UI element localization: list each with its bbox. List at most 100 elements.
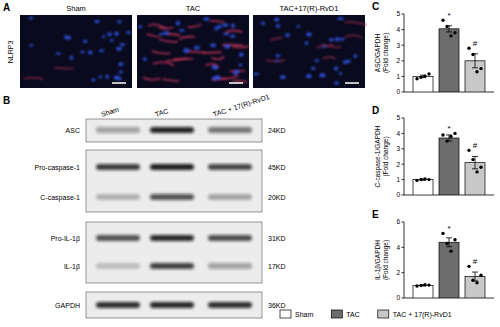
data-point [467, 47, 470, 50]
panel-label: D [372, 105, 379, 116]
nucleus [319, 73, 325, 77]
micrograph [137, 15, 249, 88]
data-point [471, 53, 474, 56]
nucleus [117, 20, 121, 23]
data-point [423, 74, 426, 77]
error-bar [446, 26, 452, 32]
nucleus [212, 66, 217, 69]
marks [413, 132, 485, 195]
nucleus [183, 48, 189, 53]
data-point [479, 67, 482, 70]
nucleus [88, 51, 93, 55]
blot-band [150, 302, 194, 308]
nucleus [110, 39, 114, 42]
data-point [445, 139, 448, 142]
y-tick-label: 2 [396, 57, 400, 64]
nucleus [102, 35, 105, 38]
nucleus [276, 54, 281, 57]
nucleus [306, 32, 311, 36]
nucleus [118, 62, 123, 66]
y-tick-label: 5 [396, 114, 400, 121]
data-point [427, 283, 430, 286]
nucleus [306, 74, 312, 78]
y-axis [404, 222, 405, 298]
stain-streak [159, 27, 173, 30]
nucleus [99, 75, 102, 78]
marks [413, 19, 485, 92]
bar [413, 76, 433, 92]
significance: # [473, 39, 478, 48]
data-point [471, 158, 474, 161]
image-bg [137, 15, 249, 88]
data-point [427, 178, 430, 181]
blot-band [96, 302, 140, 308]
nucleus [223, 33, 229, 36]
data-point [427, 72, 430, 75]
blot-band [150, 127, 194, 133]
y-tick [402, 164, 405, 165]
blot-band [208, 194, 252, 200]
y-axis-label: C-caspase-1/GAPDH [374, 125, 382, 187]
nucleus [126, 31, 131, 34]
stain-streak [163, 79, 179, 81]
nucleus [296, 25, 300, 28]
stain-streak [225, 31, 242, 33]
nucleus [80, 51, 85, 54]
y-tick-label: 6 [396, 218, 400, 225]
nucleus [29, 44, 33, 47]
data-point [423, 283, 426, 286]
significance: # [473, 257, 478, 266]
stain-streak [159, 39, 177, 42]
y-tick-label: 4 [396, 26, 400, 33]
marks [413, 232, 485, 298]
micrograph [20, 15, 132, 88]
nucleus [138, 26, 142, 28]
y-tick [402, 179, 405, 180]
nucleus [210, 43, 216, 47]
nucleus [231, 23, 235, 28]
nucleus [214, 26, 218, 31]
legend-swatch [280, 310, 291, 318]
lane-header: Sham [100, 106, 120, 118]
data-point [445, 242, 448, 245]
y-axis [404, 14, 405, 92]
nucleus [233, 71, 237, 75]
data-point [415, 284, 418, 287]
error-bar [472, 157, 478, 169]
nucleus [334, 81, 339, 84]
scale-bar [229, 82, 243, 84]
nucleus [64, 35, 68, 38]
bar [439, 138, 459, 195]
nucleus [176, 21, 180, 26]
blot-band [150, 263, 194, 269]
y-axis-label: IL-1β/GAPDH [374, 240, 382, 280]
nucleus [116, 47, 122, 51]
nucleus [305, 41, 308, 45]
data-point [453, 238, 456, 241]
error-bar [472, 54, 478, 68]
y-tick [402, 29, 405, 30]
y-axis [404, 118, 405, 195]
y-axis-label: ASC/GAPDH [374, 34, 381, 73]
y-tick-label: 1 [396, 73, 400, 80]
nucleus [28, 17, 33, 20]
y-tick-label: 5 [396, 10, 400, 17]
y-tick [402, 14, 405, 15]
y-tick [402, 247, 405, 248]
stain-streak [166, 58, 188, 61]
significance: * [447, 224, 450, 233]
data-point [419, 178, 422, 181]
image-bg [20, 15, 132, 88]
data-point [423, 177, 426, 180]
stain-streak [54, 67, 73, 69]
image-bg [253, 15, 365, 88]
bar [439, 29, 459, 92]
nucleus [204, 17, 210, 21]
bands [96, 127, 252, 308]
blot-box [86, 150, 262, 212]
nucleus [94, 20, 99, 24]
nucleus [339, 72, 342, 75]
image-header: TAC+17(R)-RvD1 [280, 4, 339, 13]
protein-label: IL-1β [64, 263, 80, 271]
scale-bar [345, 82, 359, 84]
